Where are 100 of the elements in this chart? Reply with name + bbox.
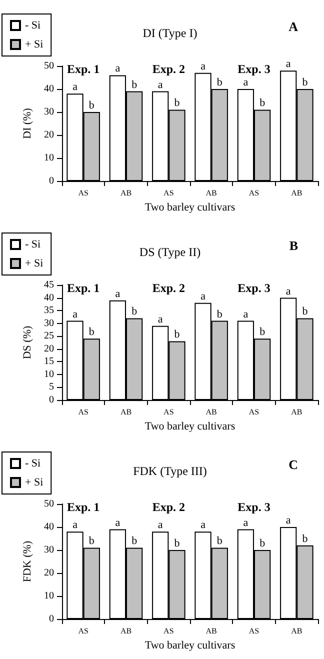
data-label: b	[302, 306, 308, 318]
y-tick-label: 35	[44, 305, 54, 316]
y-tick-label: 0	[49, 176, 54, 186]
y-tick-label: 40	[44, 84, 54, 94]
y-tick-label: 40	[44, 292, 54, 304]
legend-label: + Si	[25, 38, 44, 50]
annotation: Exp. 3	[238, 62, 270, 76]
data-label: b	[174, 328, 180, 341]
data-label: b	[260, 326, 266, 338]
legend-label: + Si	[25, 258, 44, 270]
y-tick-label: 5	[49, 382, 54, 393]
data-label: a	[286, 285, 291, 298]
data-label: a	[115, 288, 120, 300]
y-tick-label: 20	[44, 343, 54, 354]
data-label: a	[115, 62, 120, 75]
x-tick-label: AB	[291, 626, 302, 636]
data-label: b	[132, 78, 138, 91]
y-axis-title: FDK (%)	[22, 540, 34, 582]
data-label: a	[115, 516, 120, 529]
data-label: a	[72, 81, 78, 94]
y-tick-label: 30	[44, 106, 54, 118]
data-label: b	[302, 532, 308, 545]
x-axis-title: Two barley cultivars	[144, 420, 236, 432]
y-tick-label: 10	[44, 590, 54, 602]
x-tick-label: AS	[78, 408, 88, 416]
text: A	[288, 19, 299, 34]
y-tick-label: 50	[44, 498, 54, 510]
legend-label: - Si	[25, 20, 41, 32]
y-tick-label: 0	[49, 614, 54, 624]
data-label: a	[158, 313, 163, 326]
x-tick-label: AB	[120, 188, 132, 198]
x-tick-label: AS	[248, 408, 260, 416]
data-label: b	[132, 306, 138, 318]
x-axis-title: Two barley cultivars	[144, 639, 236, 652]
x-tick-label: AS	[164, 626, 174, 636]
annotation: Exp. 2	[152, 62, 186, 76]
x-tick-label: AS	[164, 408, 174, 416]
x-tick-label: AB	[291, 408, 302, 416]
data-label: a	[200, 519, 206, 532]
legend-label: - Si	[25, 238, 41, 250]
data-label: a	[72, 308, 78, 320]
x-tick-label: AB	[206, 188, 217, 198]
annotation: Exp. 1	[66, 500, 100, 514]
y-tick-label: 10	[44, 152, 54, 164]
data-label: a	[158, 519, 163, 532]
annotation: Exp. 3	[238, 500, 270, 514]
annotation: Exp. 2	[152, 281, 186, 295]
x-tick-label: AS	[248, 188, 260, 198]
y-tick-label: 40	[44, 522, 54, 532]
y-tick-label: 20	[44, 568, 54, 578]
data-label: b	[216, 76, 223, 88]
x-tick-label: AS	[78, 626, 88, 636]
data-label: a	[158, 78, 163, 91]
data-label: b	[260, 538, 266, 550]
y-tick-label: 15	[44, 356, 54, 368]
data-label: a	[286, 58, 291, 70]
data-label: b	[132, 535, 138, 548]
data-label: a	[200, 290, 206, 302]
text: C	[288, 457, 298, 472]
x-tick-label: AS	[164, 188, 174, 198]
data-label: b	[88, 535, 95, 548]
y-tick-label: 45	[44, 280, 54, 290]
x-tick-label: AB	[120, 408, 132, 416]
data-label: a	[286, 514, 291, 526]
x-tick-label: AB	[206, 626, 217, 636]
legend-label: - Si	[25, 458, 41, 470]
x-tick-label: AS	[248, 626, 260, 636]
chart-title: DS (Type II)	[139, 245, 201, 259]
annotation: Exp. 1	[66, 62, 100, 76]
data-label: a	[243, 76, 248, 88]
x-tick-label: AS	[78, 188, 88, 198]
x-tick-label: AB	[120, 626, 132, 636]
y-tick-label: 25	[44, 330, 54, 342]
y-tick-label: 30	[44, 318, 54, 329]
x-axis-title: Two barley cultivars	[144, 201, 236, 214]
data-label: a	[243, 308, 248, 320]
data-label: a	[200, 60, 206, 72]
data-label: b	[88, 326, 95, 338]
x-tick-label: AB	[206, 408, 217, 416]
annotation: Exp. 1	[66, 281, 100, 295]
annotation: Exp. 3	[238, 281, 270, 295]
legend-label: + Si	[25, 476, 44, 488]
data-label: b	[174, 538, 180, 550]
x-tick-label: AB	[291, 188, 302, 198]
y-axis-title: DI (%)	[22, 108, 34, 139]
chart-title: DI (Type I)	[142, 26, 198, 40]
y-tick-label: 50	[44, 60, 54, 72]
y-tick-label: 30	[44, 544, 54, 556]
data-label: b	[216, 535, 223, 548]
text: B	[289, 238, 298, 253]
data-label: b	[302, 76, 308, 88]
data-label: b	[174, 97, 180, 110]
data-label: b	[88, 100, 95, 112]
y-tick-label: 20	[44, 130, 54, 140]
chart-title: FDK (Type III)	[133, 464, 207, 478]
y-axis-title: DS (%)	[22, 326, 34, 360]
y-tick-label: 0	[49, 394, 54, 406]
data-label: b	[216, 308, 223, 320]
data-label: b	[260, 97, 266, 110]
annotation: Exp. 2	[152, 500, 186, 514]
